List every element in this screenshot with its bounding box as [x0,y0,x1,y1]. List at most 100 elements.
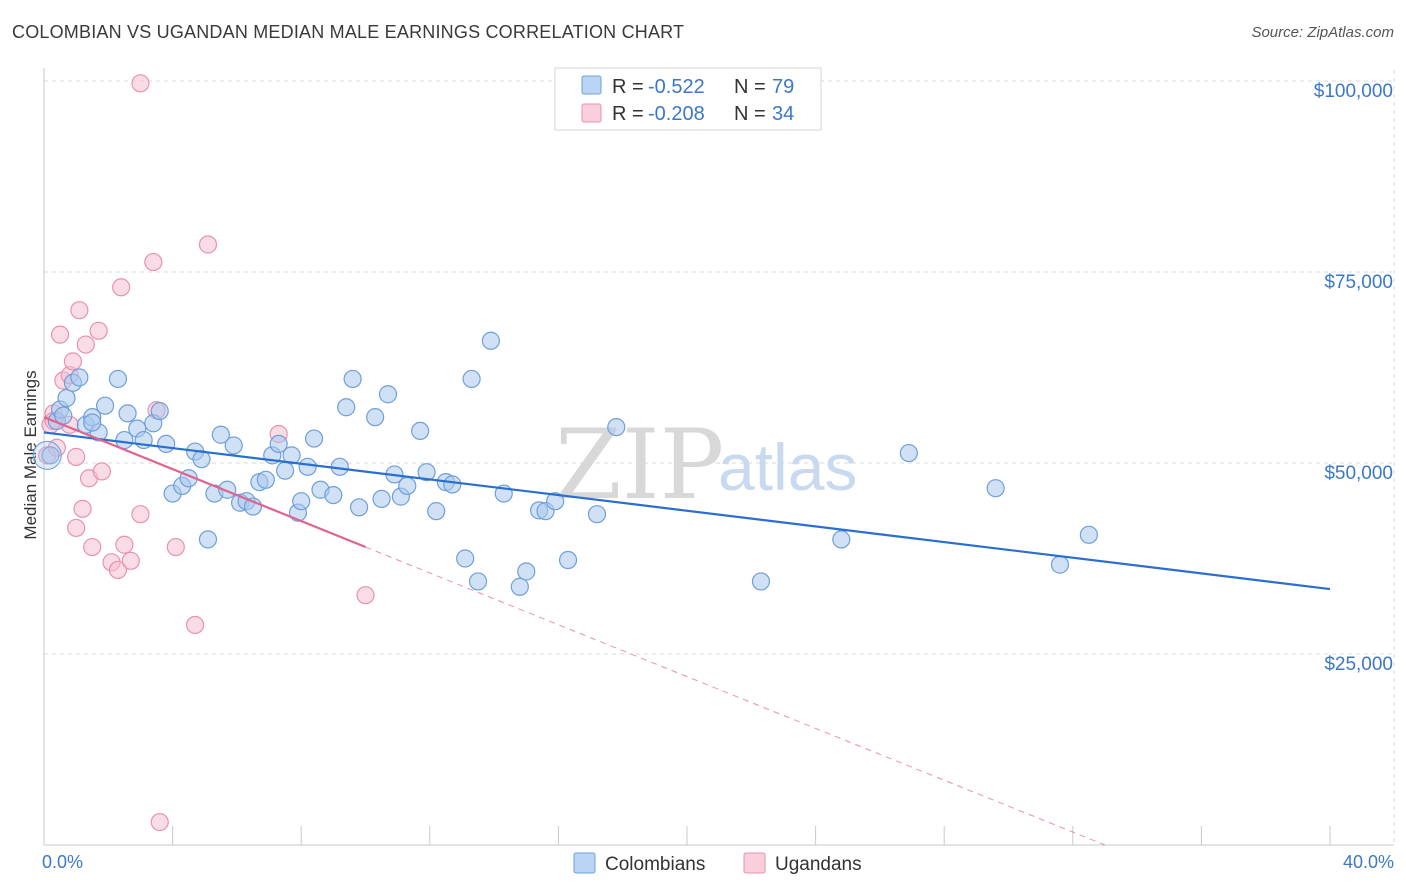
ugandans-point [83,537,102,557]
ugandans-point [50,325,70,344]
colombians-point [324,485,343,505]
colombians-point [57,388,76,408]
ugandans-trend-line [43,416,366,549]
colombians-point [269,434,288,453]
colombians-point [150,401,169,421]
colombians-point [481,331,500,350]
colombians-point [751,572,771,591]
ugandans-point [89,321,108,340]
colombians-point [276,461,295,480]
bottom-legend-swatch-colombians [573,852,596,874]
ugandans-point [131,74,150,93]
legend-swatch-colombians [581,75,602,95]
trend-lines [43,416,1331,846]
colombians-point [70,368,89,387]
colombians-point [417,463,436,482]
legend-n-label-1: N = [734,76,766,98]
ugandans-point [67,518,86,538]
colombians-point [443,475,462,494]
ugandans-point [198,235,218,254]
bottom-legend: Colombians Ugandans [573,852,862,875]
legend: R = -0.522 N = 79 R = -0.208 N = 34 [554,67,822,131]
colombians-point [298,457,317,476]
ugandans-point [70,301,89,320]
colombians-point [366,408,385,427]
ugandans-point [186,615,205,635]
ugandans-point [166,537,185,557]
ugandans-point [121,551,140,570]
colombians-point [292,492,311,511]
x-tick-label-min: 0.0% [42,852,83,872]
ugandans-point [73,499,92,518]
ugandans-point [150,812,169,832]
colombians-point [343,369,362,389]
bottom-legend-ugandans: Ugandans [775,854,862,875]
colombians-point [118,404,137,423]
colombians-point [1079,525,1098,544]
x-tick-label-max: 40.0% [1343,852,1394,872]
colombians-point [462,369,481,389]
colombians-point [372,489,391,509]
ugandans-trend-extension [365,546,1106,846]
ugandans-point [356,586,375,605]
y-tick-label: $100,000 [1314,81,1393,102]
chart-title: COLOMBIAN VS UGANDAN MEDIAN MALE EARNING… [12,22,685,42]
colombians-point [211,425,230,444]
legend-r-value-1: -0.522 [648,76,705,98]
legend-swatch-ugandans [581,103,602,123]
colombians-trend-line [43,431,1331,591]
colombians-point [337,398,356,417]
colombians-point [282,446,301,465]
legend-r-label-2: R = [612,103,644,125]
colombians-point [198,530,218,549]
watermark: ZIP atlas [555,409,857,521]
colombians-point [427,502,446,521]
legend-n-label-2: N = [734,103,766,125]
colombians-point [832,530,851,549]
colombians-point [456,549,475,568]
y-tick-label: $75,000 [1324,272,1393,293]
ugandans-point [92,462,111,481]
y-tick-label: $50,000 [1324,463,1393,484]
watermark-zip: ZIP [555,409,724,521]
legend-n-value-1: 79 [772,76,794,98]
bottom-legend-colombians: Colombians [605,854,705,875]
ugandans-point [144,252,163,272]
colombians-point [986,479,1005,498]
colombians-point [108,369,128,389]
ugandans-point [76,335,95,354]
colombians-point [224,436,243,455]
colombians-point [398,476,417,496]
y-tick-labels: $25,000 $50,000 $75,000 $100,000 [1314,81,1393,675]
colombians-point [41,446,60,465]
colombians-point [510,577,529,596]
colombians-point [378,385,398,404]
colombians-point [558,550,578,570]
y-axis-label: Median Male Earnings [21,370,40,539]
ugandans-point [131,505,150,524]
colombians-point [899,443,918,463]
colombians-point [83,413,102,432]
colombians-point [411,421,430,441]
ugandans-point [63,352,83,371]
legend-r-label-1: R = [612,76,644,98]
colombians-point [1050,555,1070,574]
colombians-point [256,470,275,489]
y-tick-label: $25,000 [1324,654,1393,675]
colombians-point [95,396,115,415]
colombians-point [32,440,62,470]
ugandans-point [112,278,131,297]
colombians-point [517,562,536,581]
bottom-legend-swatch-ugandans [743,852,766,874]
colombians-point [607,417,626,437]
colombians-point [349,498,369,517]
colombians-point [546,492,565,511]
ugandans-point [67,447,86,466]
legend-r-value-2: -0.208 [648,103,705,125]
ugandans-point [115,535,134,554]
ugandans-point [108,560,128,580]
colombians-point [587,505,607,524]
source-label: Source: ZipAtlas.com [1251,24,1394,41]
colombians-point [468,572,488,591]
